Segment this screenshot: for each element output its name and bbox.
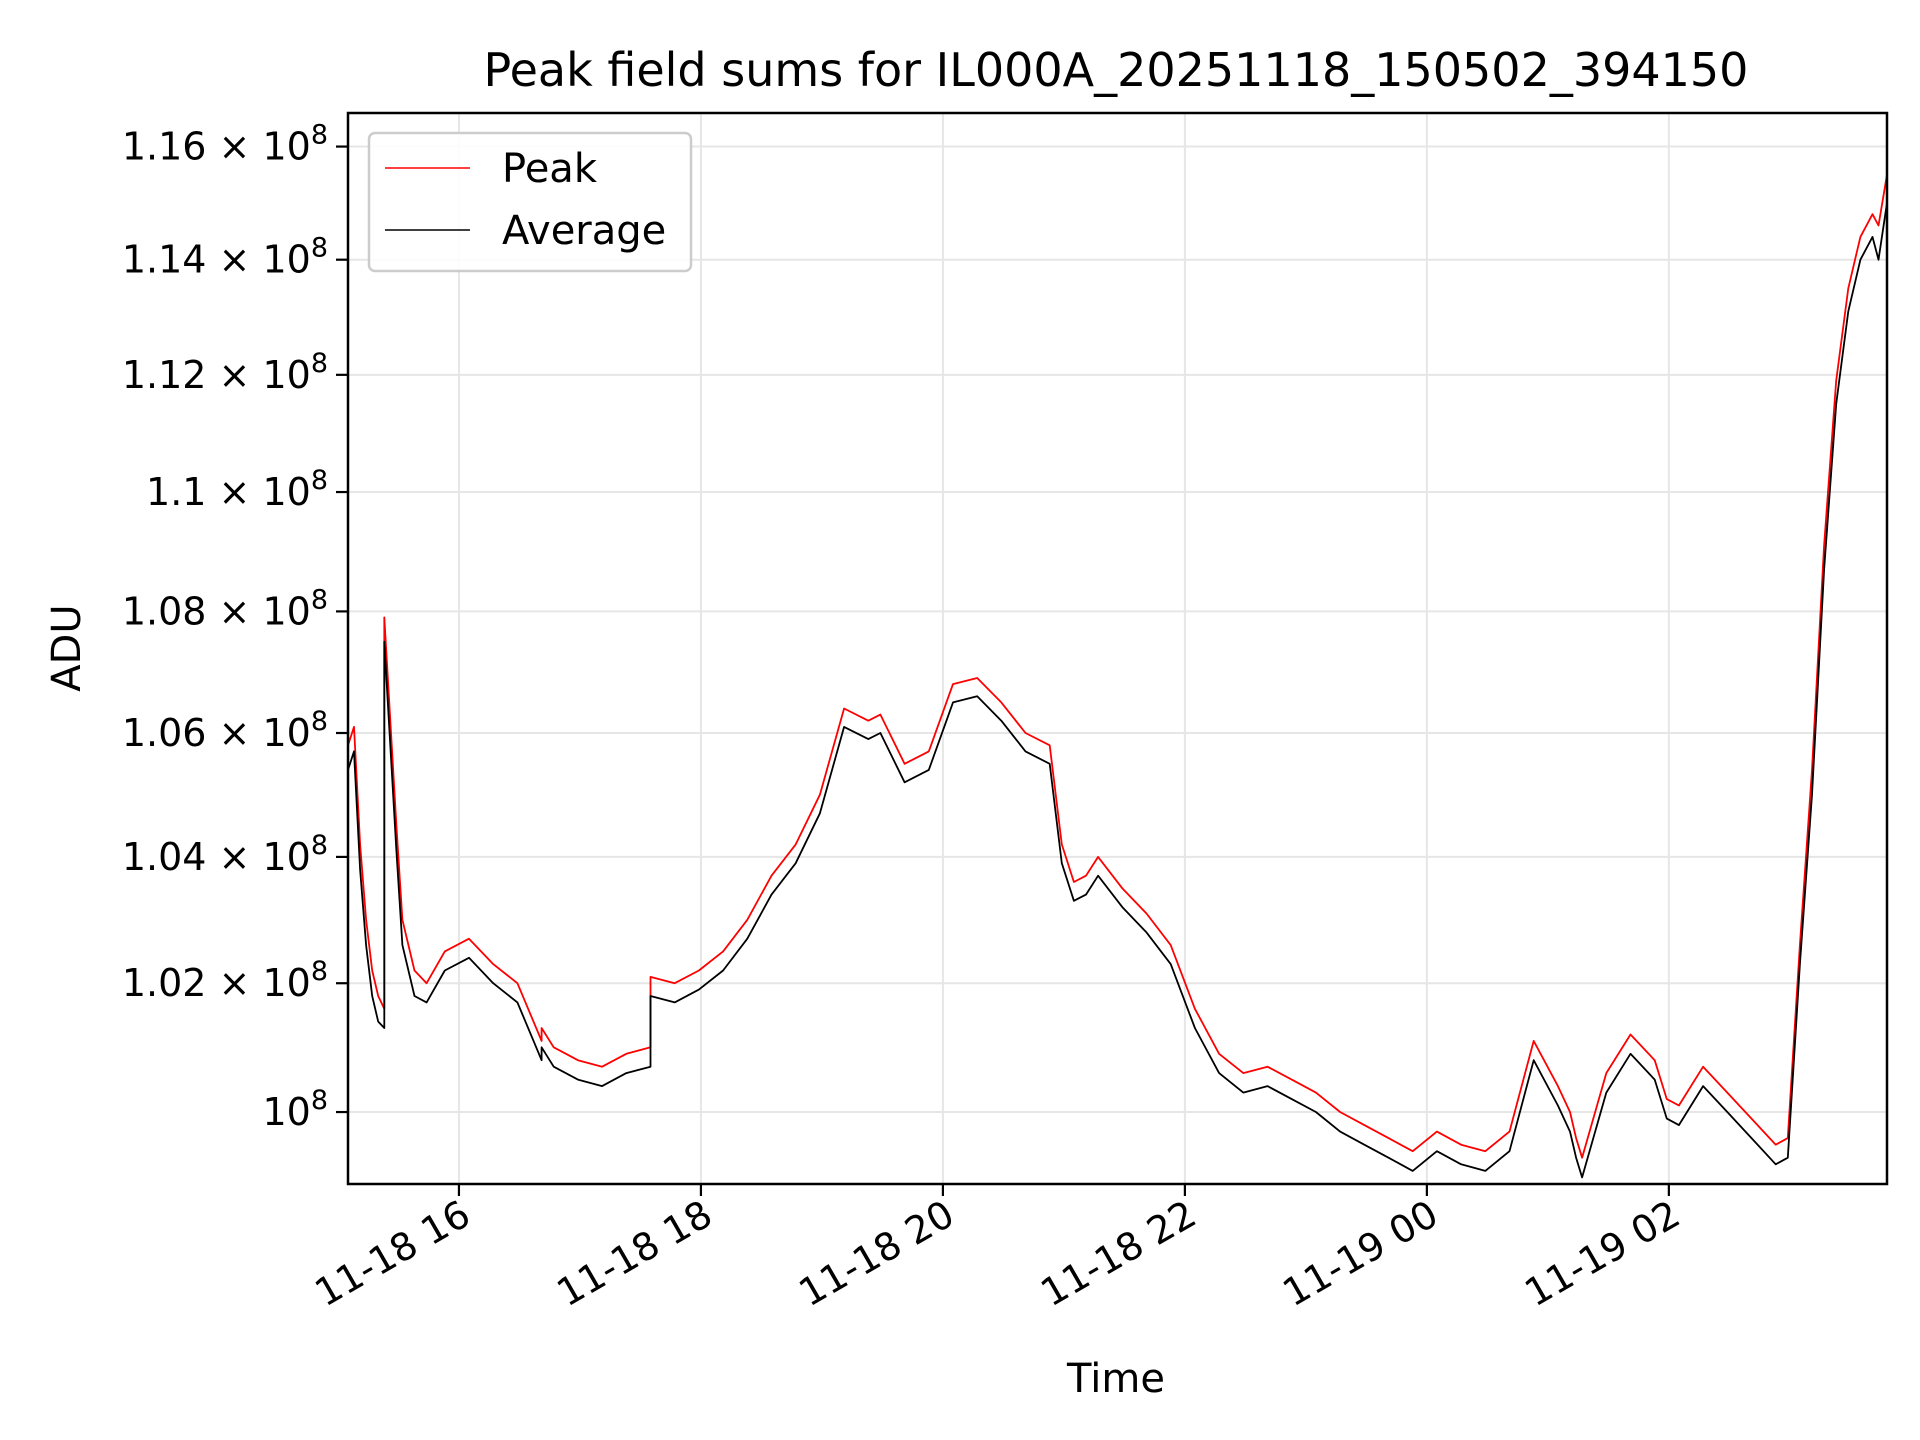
y-tick-mantissa: 1.1 <box>146 470 219 514</box>
y-tick-base: 10 <box>262 1090 310 1134</box>
y-tick-mantissa: 1.04 <box>122 835 219 879</box>
chart-figure: 11-18 16 11-18 18 11-18 20 11-18 22 11-19 00… <box>0 0 1920 1440</box>
y-tick-exponent: 8 <box>311 830 328 861</box>
y-tick-base: × 10 <box>219 961 311 1005</box>
y-tick-exponent: 8 <box>311 956 328 987</box>
legend: Peak Average <box>369 133 691 271</box>
y-tick-label: 1.1 × 108 <box>146 465 328 514</box>
y-tick-exponent: 8 <box>311 348 328 379</box>
y-tick-exponent: 8 <box>311 1085 328 1116</box>
y-tick-base: × 10 <box>219 125 311 169</box>
y-tick-mantissa: 1.08 <box>122 589 219 633</box>
y-tick-base: × 10 <box>219 353 311 397</box>
y-tick-mantissa: 1.14 <box>122 238 219 282</box>
y-tick-exponent: 8 <box>311 233 328 264</box>
y-tick-label: 1.12 × 108 <box>122 348 328 397</box>
y-tick-label: 1.06 × 108 <box>122 706 328 755</box>
legend-label-average: Average <box>502 208 666 254</box>
y-tick-base: × 10 <box>219 835 311 879</box>
y-tick-label: 1.02 × 108 <box>122 956 328 1005</box>
y-tick-exponent: 8 <box>311 584 328 615</box>
y-tick-label: 1.16 × 108 <box>122 120 328 169</box>
y-tick-label: 1.04 × 108 <box>122 830 328 879</box>
y-tick-exponent: 8 <box>311 465 328 496</box>
y-tick-base: × 10 <box>219 711 311 755</box>
y-tick-base: × 10 <box>219 238 311 282</box>
y-tick-base: × 10 <box>219 589 311 633</box>
y-axis-title: ADU <box>44 604 90 691</box>
chart-title: Peak field sums for IL000A_20251118_1505… <box>484 43 1749 97</box>
x-axis-title: Time <box>1066 1356 1165 1402</box>
y-tick-mantissa: 1.02 <box>122 961 219 1005</box>
y-tick-label: 1.14 × 108 <box>122 233 328 282</box>
y-tick-exponent: 8 <box>311 120 328 151</box>
y-tick-mantissa: 1.06 <box>122 711 219 755</box>
legend-label-peak: Peak <box>502 146 598 192</box>
y-tick-label: 1.08 × 108 <box>122 584 328 633</box>
y-tick-exponent: 8 <box>311 706 328 737</box>
y-tick-mantissa: 1.16 <box>122 125 219 169</box>
y-tick-base: × 10 <box>219 470 311 514</box>
y-tick-mantissa: 1.12 <box>122 353 219 397</box>
